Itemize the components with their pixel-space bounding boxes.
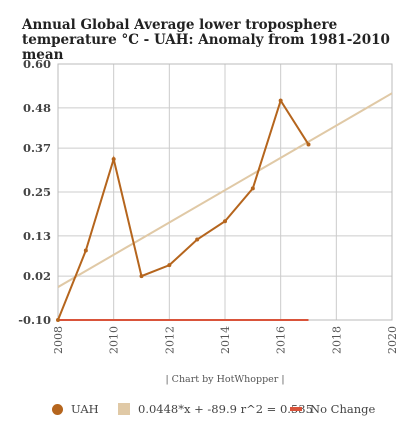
y-tick-label: 0.60: [23, 57, 51, 71]
y-tick-label: -0.10: [18, 313, 51, 327]
trend-line: [58, 92, 392, 288]
y-tick-label: 0.48: [23, 101, 51, 115]
uah-point: [250, 186, 255, 191]
y-tick-label: 0.02: [23, 269, 51, 283]
legend-item-trend[interactable]: 0.0448*x + -89.9 r^2 = 0.535: [118, 402, 313, 416]
legend-label-no-change: No Change: [310, 402, 376, 416]
y-tick-label: 0.13: [23, 229, 51, 243]
chart-area: -0.10 0.02 0.13 0.25 0.37 0.48 0.60 2008 2010 201…: [18, 57, 399, 354]
x-tick-label: 2008: [52, 326, 65, 354]
uah-point: [56, 318, 60, 322]
legend-item-no-change[interactable]: No Change: [290, 402, 375, 416]
x-tick-label: 2018: [330, 326, 343, 354]
uah-point: [111, 157, 116, 162]
chart-credit[interactable]: | Chart by HotWhopper |: [165, 374, 285, 385]
uah-point: [278, 98, 283, 103]
legend-swatch-uah: [52, 403, 63, 415]
y-tick-label: 0.37: [23, 141, 51, 155]
x-tick-label: 2012: [163, 326, 176, 354]
legend-label-uah: UAH: [71, 402, 99, 416]
legend-label-trend: 0.0448*x + -89.9 r^2 = 0.535: [138, 402, 313, 416]
uah-point: [306, 142, 311, 147]
x-tick-label: 2010: [108, 326, 121, 354]
uah-point: [223, 219, 227, 224]
y-tick-label: 0.25: [23, 185, 51, 199]
uah-point: [83, 248, 88, 253]
uah-point: [195, 237, 200, 242]
legend: UAH 0.0448*x + -89.9 r^2 = 0.535 No Chan…: [0, 402, 412, 422]
legend-swatch-trend: [118, 403, 130, 415]
legend-swatch-no-change: [290, 407, 302, 411]
uah-point: [167, 263, 172, 268]
x-tick-label: 2020: [386, 326, 399, 354]
legend-item-uah[interactable]: UAH: [52, 402, 99, 416]
chart-title: Annual Global Average lower troposphere …: [22, 17, 390, 63]
x-tick-label: 2016: [275, 326, 288, 354]
uah-point: [139, 274, 144, 279]
x-tick-label: 2014: [219, 326, 232, 354]
uah-line: [57, 98, 310, 321]
